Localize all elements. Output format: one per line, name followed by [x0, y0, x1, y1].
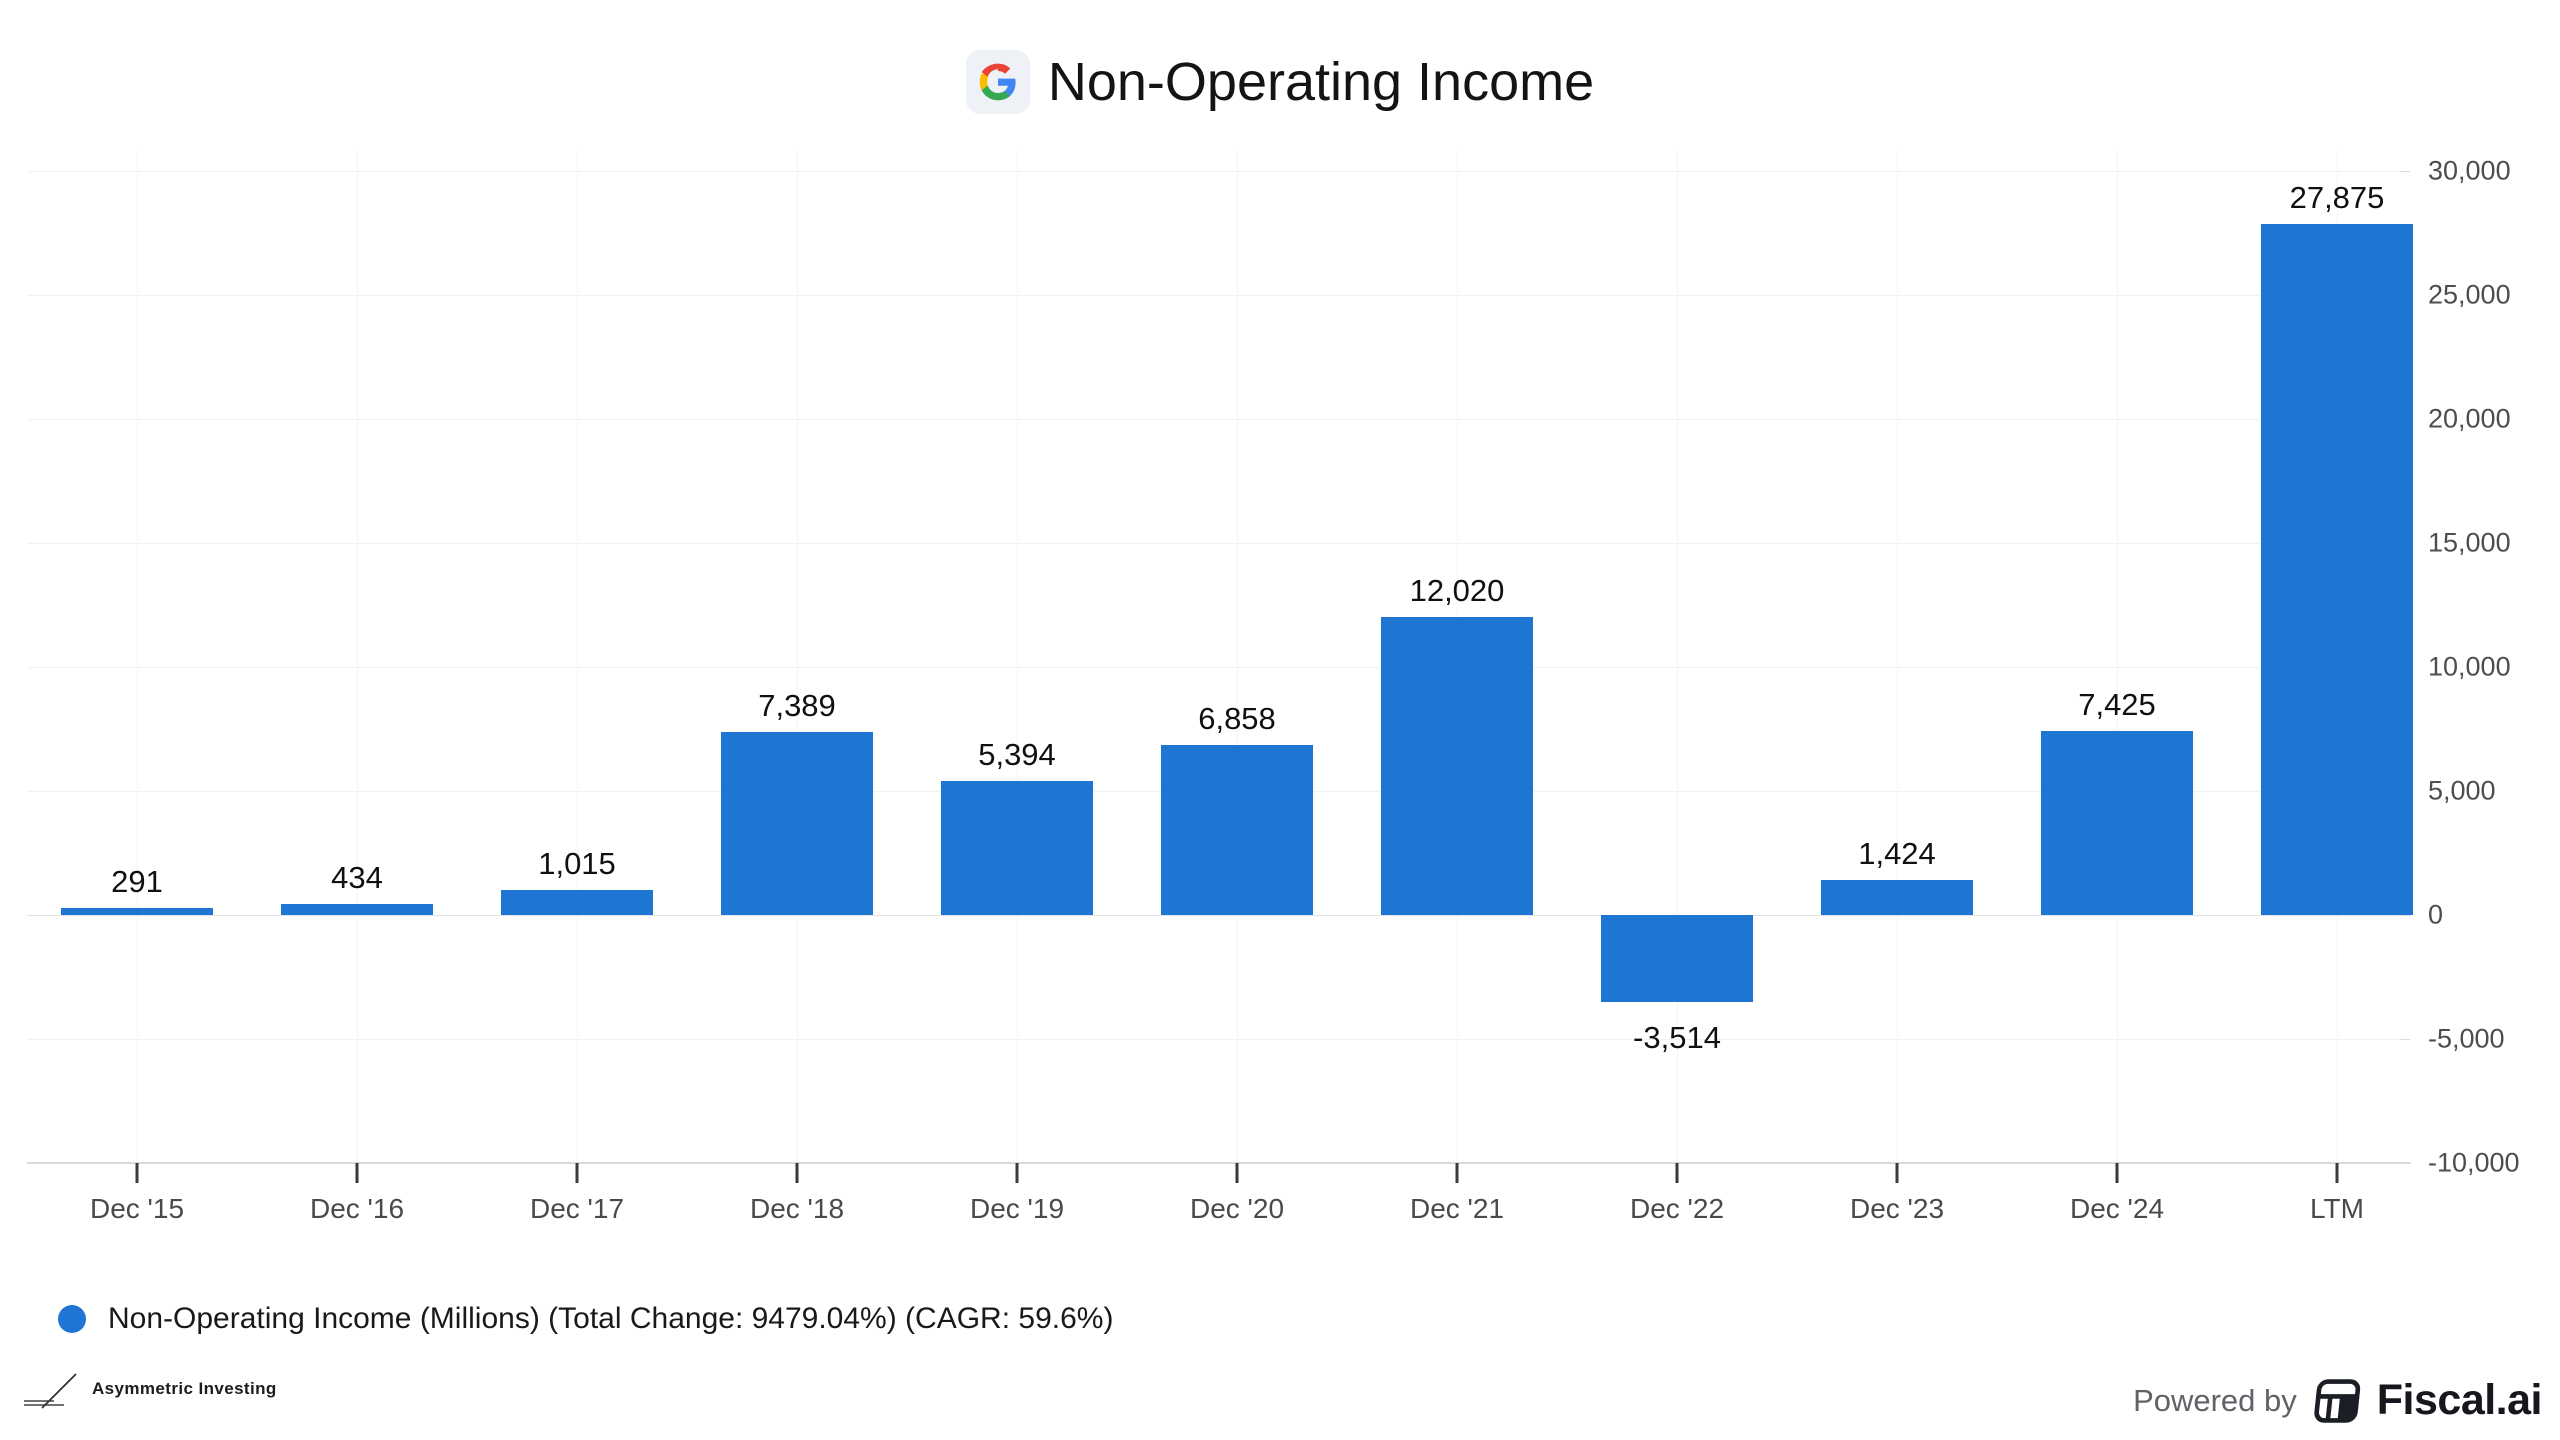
x-axis-label: Dec '16	[309, 1193, 405, 1224]
bar-value-label: 1,015	[538, 845, 616, 881]
y-axis-tick	[2400, 171, 2410, 172]
bar[interactable]	[2261, 223, 2413, 915]
x-axis-tick	[1015, 1163, 1019, 1183]
bar-value-label: 1,424	[1858, 835, 1936, 871]
bar[interactable]	[1821, 879, 1973, 915]
bar[interactable]	[1381, 616, 1533, 915]
legend-marker-icon	[58, 1305, 86, 1333]
horizontal-gridline	[27, 915, 2411, 916]
bar-value-label: 7,389	[758, 687, 836, 723]
x-axis-label: LTM	[2310, 1193, 2364, 1224]
vertical-gridline	[357, 151, 358, 1163]
bar[interactable]	[1161, 744, 1313, 915]
x-axis-tick	[1895, 1163, 1899, 1183]
horizontal-gridline	[27, 1039, 2411, 1040]
x-axis-tick	[2115, 1163, 2119, 1183]
page-title: Non-Operating Income	[1047, 52, 1595, 112]
bar[interactable]	[501, 889, 653, 915]
x-axis-tick	[2335, 1163, 2339, 1183]
y-axis-label: 20,000	[2428, 403, 2511, 434]
x-axis-label: Dec '21	[1409, 1193, 1505, 1224]
x-axis-label: Dec '15	[89, 1193, 185, 1224]
vertical-gridline	[2117, 151, 2118, 1163]
legend-label: Non-Operating Income (Millions) (Total C…	[108, 1302, 1114, 1335]
bar-value-label: 434	[331, 860, 383, 896]
vertical-gridline	[1237, 151, 1238, 1163]
bar-value-label: 12,020	[1409, 572, 1505, 608]
fiscal-brand-label: Fiscal.ai	[2376, 1376, 2543, 1424]
chart-header: Non-Operating Income	[0, 40, 2560, 124]
asymmetric-chart-line-icon	[24, 1373, 77, 1409]
vertical-gridline	[1677, 151, 1678, 1163]
x-axis-label: Dec '18	[749, 1193, 845, 1224]
x-axis-tick	[1235, 1163, 1239, 1183]
bar-value-label: 6,858	[1198, 700, 1276, 736]
x-axis-tick	[1455, 1163, 1459, 1183]
bar[interactable]	[281, 904, 433, 915]
horizontal-gridline	[27, 419, 2411, 420]
x-axis-tick	[575, 1163, 579, 1183]
horizontal-gridline	[27, 543, 2411, 544]
x-axis-label: Dec '23	[1849, 1193, 1945, 1224]
y-axis-label: -10,000	[2428, 1147, 2520, 1178]
bar-value-label: -3,514	[1633, 1020, 1721, 1056]
y-axis-label: 5,000	[2428, 775, 2496, 806]
bar-value-label: 27,875	[2289, 179, 2385, 215]
x-axis-label: Dec '19	[969, 1193, 1065, 1224]
horizontal-gridline	[27, 171, 2411, 172]
bar-value-label: 291	[111, 863, 163, 899]
x-axis-label: Dec '22	[1629, 1193, 1725, 1224]
bar[interactable]	[941, 781, 1093, 915]
y-axis-label: -5,000	[2428, 1023, 2505, 1054]
legend[interactable]: Non-Operating Income (Millions) (Total C…	[58, 1302, 1113, 1336]
horizontal-gridline	[27, 295, 2411, 296]
vertical-gridline	[1017, 151, 1018, 1163]
asymmetric-investing-logo: Asymmetric Investing	[24, 1368, 277, 1410]
y-axis-tick	[2400, 915, 2410, 916]
x-axis-tick	[1675, 1163, 1679, 1183]
google-g-glyph	[979, 63, 1016, 101]
x-axis-line	[27, 1162, 2411, 1164]
bar[interactable]	[721, 731, 873, 915]
y-axis-tick	[2400, 1163, 2410, 1164]
x-axis-label: Dec '24	[2069, 1193, 2165, 1224]
bar[interactable]	[61, 907, 213, 915]
vertical-gridline	[137, 151, 138, 1163]
x-axis-label: Dec '17	[529, 1193, 625, 1224]
bar-value-label: 7,425	[2078, 686, 2156, 722]
powered-by-label: Powered by	[2133, 1382, 2297, 1418]
google-logo-icon	[965, 50, 1030, 114]
bar-value-label: 5,394	[978, 737, 1056, 773]
fiscal-table-icon	[2314, 1378, 2360, 1423]
vertical-gridline	[797, 151, 798, 1163]
y-axis-label: 15,000	[2428, 527, 2511, 558]
y-axis-label: 25,000	[2428, 279, 2511, 310]
x-axis-tick	[355, 1163, 359, 1183]
horizontal-gridline	[27, 667, 2411, 668]
y-axis-label: 10,000	[2428, 651, 2511, 682]
asymmetric-brand-label: Asymmetric Investing	[92, 1379, 277, 1398]
x-axis-tick	[795, 1163, 799, 1183]
bar[interactable]	[1601, 915, 1753, 1003]
x-axis-tick	[135, 1163, 139, 1183]
y-axis-label: 30,000	[2428, 155, 2511, 186]
bar[interactable]	[2041, 730, 2193, 915]
y-axis-tick	[2400, 1039, 2410, 1040]
vertical-gridline	[1897, 151, 1898, 1163]
fiscal-attribution[interactable]: Powered by Fiscal.ai	[2133, 1376, 2542, 1425]
vertical-gridline	[577, 151, 578, 1163]
y-axis-label: 0	[2428, 899, 2444, 930]
x-axis-label: Dec '20	[1189, 1193, 1285, 1224]
